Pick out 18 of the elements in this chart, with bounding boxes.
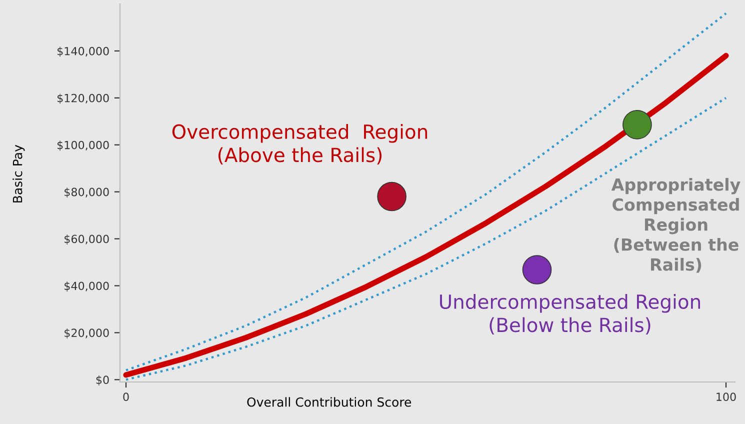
annotation: Overcompensated Region (Above the Rails) [172, 124, 428, 165]
y-tick-label: $80,000 [64, 188, 109, 198]
y-tick-label: $60,000 [64, 234, 109, 245]
y-tick-label: $140,000 [57, 46, 109, 57]
x-axis-title: Overall Contribution Score [247, 397, 412, 407]
y-tick-label: $20,000 [64, 328, 109, 339]
point [522, 255, 552, 284]
x-tick-label: 0 [123, 392, 129, 402]
point [622, 110, 652, 140]
y-tick-label: $100,000 [57, 140, 109, 151]
y-tick-label: $0 [96, 375, 109, 386]
annotation: Undercompensated Region (Below the Rails) [440, 294, 700, 335]
x-tick-label: 100 [716, 392, 736, 402]
y-tick-label: $40,000 [64, 282, 109, 292]
y-axis-title: Basic Pay [12, 144, 25, 202]
y-tick-label: $120,000 [57, 94, 109, 104]
point [377, 182, 406, 212]
annotation: Appropriately Compensated Region (Between the Rails) [611, 178, 740, 273]
